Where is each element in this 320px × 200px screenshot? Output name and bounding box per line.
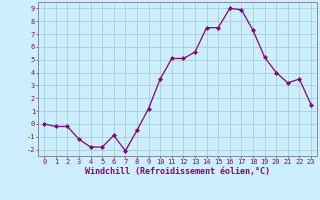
- X-axis label: Windchill (Refroidissement éolien,°C): Windchill (Refroidissement éolien,°C): [85, 167, 270, 176]
